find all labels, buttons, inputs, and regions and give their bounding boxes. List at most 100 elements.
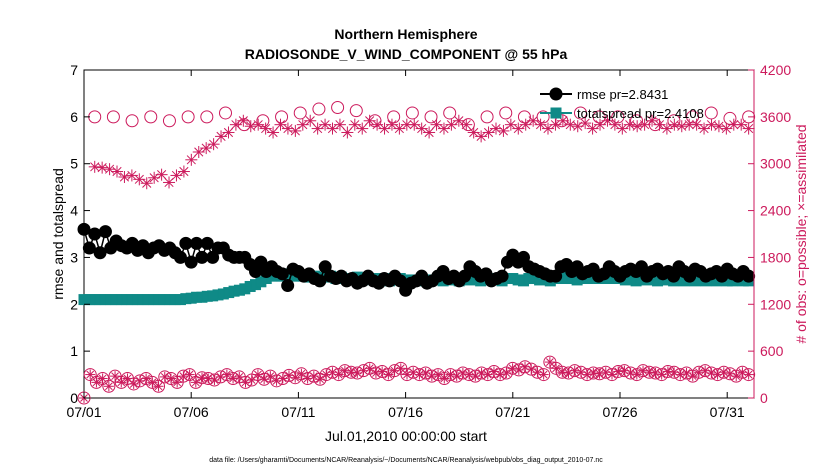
- assimilated-obs-point: [103, 163, 116, 176]
- x-tick-label: 07/01: [66, 404, 101, 420]
- assimilated-obs-stroke: [173, 378, 182, 387]
- chart-title-line1: Northern Hemisphere: [334, 26, 477, 42]
- cycle-obs-circle: [102, 379, 116, 393]
- possible-obs-point: [200, 110, 214, 124]
- assimilated-obs-point: [646, 114, 659, 127]
- assimilated-obs-point: [172, 377, 183, 388]
- legend-spread-marker: [550, 107, 562, 119]
- assimilated-obs-point: [140, 177, 153, 190]
- x-tick-label: 07/26: [602, 404, 637, 420]
- assimilated-obs-stroke: [417, 123, 427, 134]
- assimilated-obs-point: [244, 120, 257, 133]
- possible-obs-point: [275, 110, 289, 124]
- assimilated-obs-point: [712, 120, 725, 133]
- assimilated-obs-stroke: [154, 382, 163, 391]
- assimilated-obs-stroke: [231, 120, 241, 130]
- left-y-axis-label: rmse and totalspread: [50, 168, 66, 300]
- assimilated-obs-point: [333, 118, 346, 131]
- assimilated-obs-stroke: [714, 121, 724, 131]
- assimilated-obs-point: [743, 369, 754, 380]
- assimilated-obs-stroke: [446, 120, 456, 130]
- assimilated-obs-stroke: [327, 123, 338, 134]
- assimilated-obs-stroke: [662, 123, 672, 134]
- assimilated-obs-point: [675, 120, 688, 133]
- assimilated-obs-stroke: [527, 365, 536, 373]
- assimilated-obs-stroke: [283, 123, 293, 134]
- assimilated-obs-stroke: [729, 120, 739, 130]
- assimilated-obs-stroke: [402, 120, 412, 130]
- assimilated-obs-stroke: [677, 121, 687, 131]
- assimilated-obs-stroke: [550, 120, 561, 130]
- assimilated-obs-stroke: [201, 143, 211, 153]
- possible-obs-point: [424, 110, 438, 124]
- assimilated-obs-point: [155, 168, 168, 181]
- assimilated-obs-stroke: [92, 378, 101, 387]
- assimilated-obs-point: [497, 124, 510, 137]
- assimilated-obs-stroke: [394, 123, 404, 134]
- assimilated-obs-point: [116, 377, 127, 388]
- assimilated-obs-point: [122, 373, 133, 384]
- rmse-point: [742, 269, 756, 283]
- assimilated-obs-point: [452, 114, 465, 127]
- assimilated-obs-stroke: [580, 118, 590, 128]
- assimilated-obs-stroke: [185, 370, 194, 379]
- assimilated-obs-point: [668, 118, 681, 131]
- assimilated-obs-stroke: [104, 382, 113, 391]
- assimilated-obs-stroke: [379, 123, 390, 134]
- assimilated-obs-point: [319, 118, 332, 131]
- assimilated-obs-stroke: [602, 116, 613, 126]
- assimilated-obs-point: [400, 118, 413, 131]
- assimilated-obs-stroke: [222, 370, 231, 379]
- assimilated-obs-stroke: [732, 372, 741, 381]
- assimilated-obs-stroke: [736, 120, 746, 130]
- assimilated-obs-point: [378, 122, 391, 135]
- possible-obs-point: [443, 106, 457, 120]
- assimilated-obs-stroke: [134, 174, 144, 184]
- assimilated-obs-stroke: [194, 147, 204, 157]
- right-y-axis: 0 600 1200 1800 2400 3000 3600 4200: [748, 62, 791, 406]
- assimilated-obs-point: [289, 124, 302, 137]
- assimilated-obs-point: [660, 122, 673, 135]
- assimilated-obs-stroke: [640, 120, 650, 130]
- assimilated-obs-stroke: [378, 367, 387, 376]
- x-tick-label: 07/31: [710, 404, 745, 420]
- possible-obs-point: [499, 106, 513, 120]
- assimilated-obs-stroke: [452, 372, 461, 381]
- left-y-tick-label: 2: [70, 296, 78, 312]
- cycle-obs-circle: [152, 379, 166, 393]
- assimilated-obs-point: [163, 176, 176, 189]
- left-y-tick-label: 0: [70, 390, 78, 406]
- assimilated-obs-stroke: [688, 372, 697, 381]
- assimilated-obs-stroke: [186, 155, 196, 165]
- x-tick-label: 07/06: [174, 404, 209, 420]
- assimilated-obs-stroke: [350, 120, 360, 130]
- assimilated-obs-stroke: [104, 164, 115, 174]
- assimilated-obs-point: [118, 170, 131, 183]
- legend-rmse-marker: [549, 87, 563, 101]
- assimilated-obs-point: [229, 118, 242, 131]
- assimilated-obs-stroke: [721, 123, 731, 134]
- assimilated-obs-stroke: [552, 364, 560, 373]
- assimilated-obs-point: [653, 118, 666, 131]
- assimilated-obs-stroke: [744, 370, 753, 379]
- assimilated-obs-stroke: [171, 170, 182, 181]
- assimilated-obs-stroke: [129, 380, 138, 388]
- assimilated-obs-stroke: [98, 374, 107, 383]
- chart-title-line2: RADIOSONDE_V_WIND_COMPONENT @ 55 hPa: [245, 46, 568, 62]
- left-y-tick-label: 3: [70, 249, 78, 265]
- assimilated-obs-point: [252, 118, 265, 131]
- x-tick-label: 07/11: [281, 404, 315, 420]
- assimilated-obs-point: [415, 122, 428, 135]
- assimilated-obs-stroke: [142, 178, 152, 188]
- assimilated-obs-stroke: [461, 120, 471, 130]
- assimilated-obs-stroke: [625, 120, 635, 130]
- assimilated-obs-point: [207, 138, 220, 151]
- assimilated-obs-stroke: [439, 123, 449, 134]
- assimilated-obs-stroke: [290, 126, 300, 136]
- rmse-point: [77, 222, 91, 236]
- assimilated-obs-stroke: [179, 166, 189, 177]
- assimilated-obs-stroke: [595, 120, 605, 130]
- right-y-axis-label: # of obs: o=possible; ×=assimilated: [793, 124, 809, 343]
- assimilated-obs-stroke: [278, 374, 287, 383]
- assimilated-obs-stroke: [558, 116, 568, 126]
